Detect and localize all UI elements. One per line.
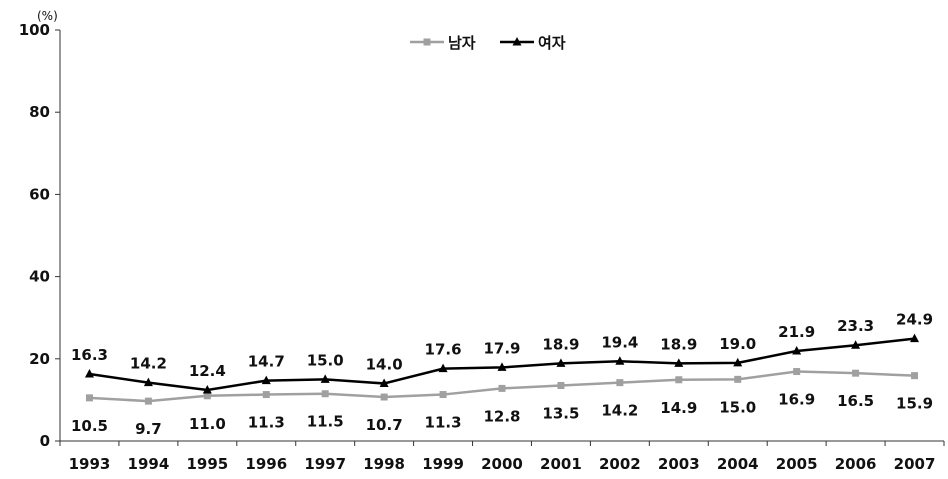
- x-tick-label: 1996: [245, 455, 287, 473]
- data-labels: 10.5 9.7 11.0 11.3 11.5 10.7 11.3 12.8 13.5 14.2 1…: [71, 311, 933, 438]
- data-point: [261, 375, 271, 385]
- data-point: [438, 363, 448, 373]
- data-label: 12.8: [483, 407, 520, 425]
- y-tick-label: 40: [29, 268, 50, 286]
- x-tick-label: 2003: [658, 455, 700, 473]
- data-point: [616, 379, 624, 387]
- data-label: 23.3: [837, 317, 874, 335]
- data-point: [143, 377, 153, 387]
- series-male: [85, 368, 919, 405]
- data-label: 14.9: [660, 399, 697, 417]
- x-tick-label: 1999: [422, 455, 464, 473]
- data-label: 14.7: [248, 353, 285, 371]
- x-tick-label: 2004: [717, 455, 759, 473]
- data-label: 15.0: [719, 398, 756, 416]
- y-tick-label: 0: [40, 432, 50, 450]
- data-label: 15.0: [307, 351, 344, 369]
- data-label: 18.9: [660, 335, 697, 353]
- data-label: 10.5: [71, 417, 108, 435]
- x-tick-label: 2006: [835, 455, 877, 473]
- y-tick-label: 80: [29, 103, 50, 121]
- data-label: 14.2: [601, 402, 638, 420]
- data-point: [497, 362, 507, 371]
- data-label: 9.7: [135, 420, 162, 438]
- data-label: 17.9: [483, 339, 520, 357]
- y-tick-label: 60: [29, 185, 50, 203]
- data-point: [498, 384, 506, 392]
- data-label: 19.4: [601, 333, 638, 351]
- y-tick-label: 100: [19, 21, 50, 39]
- data-label: 16.5: [837, 392, 874, 410]
- data-label: 10.7: [366, 416, 403, 434]
- data-label: 18.9: [542, 335, 579, 353]
- data-point: [84, 369, 94, 378]
- legend-marker: [512, 37, 522, 46]
- data-label: 13.5: [542, 405, 579, 423]
- axes: 0 20 40 60 80 100 1993 1994 1995 1996 1997 1998 1999…: [19, 21, 945, 473]
- data-point: [320, 374, 330, 383]
- data-label: 11.3: [248, 414, 285, 432]
- data-label: 11.3: [425, 414, 462, 432]
- x-tick-label: 2001: [540, 455, 582, 473]
- data-point: [675, 376, 683, 384]
- x-tick-label: 2005: [776, 455, 818, 473]
- data-label: 11.5: [307, 413, 344, 431]
- data-point: [556, 358, 566, 367]
- series-female: [84, 333, 920, 394]
- data-label: 16.3: [71, 346, 108, 364]
- data-label: 21.9: [778, 323, 815, 341]
- x-tick-label: 1998: [363, 455, 405, 473]
- legend-marker: [423, 38, 431, 46]
- data-label: 14.2: [130, 355, 167, 373]
- data-label: 17.6: [425, 341, 462, 359]
- data-point: [557, 382, 565, 390]
- legend-label: 여자: [538, 34, 566, 52]
- data-point: [262, 391, 270, 399]
- data-label: 16.9: [778, 391, 815, 409]
- data-point: [734, 375, 742, 383]
- data-point: [321, 390, 329, 398]
- data-label: 12.4: [189, 362, 226, 380]
- x-tick-label: 1995: [186, 455, 228, 473]
- legend: 남자 여자: [410, 34, 566, 52]
- data-point: [793, 368, 801, 376]
- data-label: 24.9: [896, 311, 933, 329]
- data-point: [911, 372, 919, 380]
- legend-item-female: 여자: [500, 34, 566, 52]
- data-label: 11.0: [189, 415, 226, 433]
- x-tick-label: 1994: [128, 455, 170, 473]
- data-point: [615, 356, 625, 365]
- data-point: [851, 340, 861, 349]
- x-tick-label: 1997: [304, 455, 346, 473]
- data-label: 15.9: [896, 395, 933, 413]
- data-point: [379, 378, 389, 387]
- legend-item-male: 남자: [410, 34, 476, 52]
- y-unit-label: (%): [37, 9, 58, 23]
- data-point: [203, 392, 211, 400]
- data-label: 14.0: [366, 355, 403, 373]
- data-point: [202, 385, 212, 394]
- data-point: [85, 394, 93, 402]
- data-point: [144, 397, 152, 405]
- x-tick-label: 1993: [69, 455, 111, 473]
- x-tick-label: 2000: [481, 455, 523, 473]
- data-point: [380, 393, 388, 401]
- data-point: [439, 391, 447, 399]
- data-point: [852, 369, 860, 377]
- data-point: [910, 333, 920, 343]
- x-tick-label: 2002: [599, 455, 641, 473]
- data-point: [733, 357, 743, 367]
- legend-label: 남자: [448, 34, 476, 52]
- y-tick-label: 20: [29, 350, 50, 368]
- data-point: [674, 358, 684, 367]
- x-tick-label: 2007: [894, 455, 936, 473]
- data-label: 19.0: [719, 335, 756, 353]
- data-point: [792, 345, 802, 355]
- series-layer: [84, 333, 920, 405]
